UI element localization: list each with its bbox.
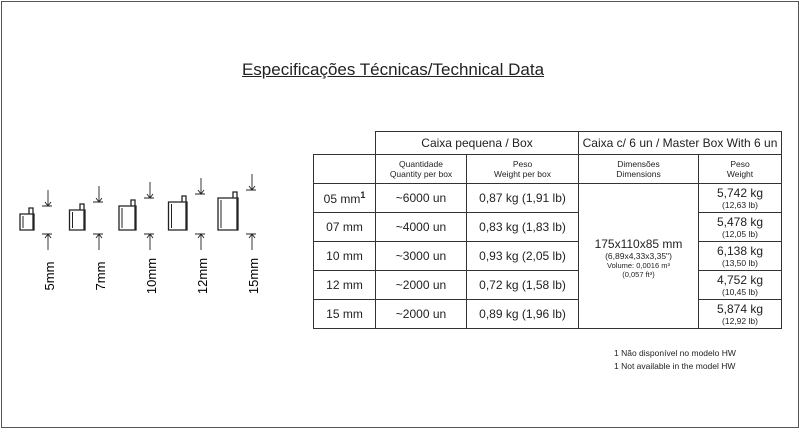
dimensions-in: (6,89x4,33x3,35"): [605, 250, 672, 261]
clip-icon: [68, 203, 86, 231]
quantity-cell: ~3000 un: [375, 241, 467, 271]
table-row: 05 mm1 ~6000 un 0,87 kg (1,91 lb) 175x110x8…: [313, 183, 782, 329]
column-header-line: Weight per box: [493, 169, 551, 179]
quantity-cell: ~4000 un: [375, 212, 467, 242]
master-weight-lb: (12,92 lb): [722, 315, 758, 326]
master-weight: 5,478 kg: [716, 214, 764, 229]
column-header-line: Dimensões: [617, 159, 660, 169]
master-weight-cell: 5,478 kg (12,05 lb): [698, 212, 782, 242]
size-label: 15mm: [246, 258, 261, 294]
spec-table: Caixa pequena / Box Caixa c/ 6 un / Mast…: [313, 131, 782, 329]
footnote: 1 Not available in the model HW: [614, 361, 736, 371]
size-label: 5mm: [42, 262, 57, 291]
clip-icon: [167, 195, 188, 231]
dimension-arrows: [195, 178, 205, 250]
clip-icon: [19, 207, 35, 231]
size-label: 10mm: [144, 258, 159, 294]
quantity-cell: ~2000 un: [375, 299, 467, 329]
column-header: Peso Weight per box: [466, 154, 579, 184]
blank-cell: [314, 132, 376, 155]
blank-cell: [313, 154, 376, 184]
size-cell: 12 mm: [313, 270, 376, 300]
table-row: 07 mm ~4000 un 0,83 kg (1,83 lb) 5,478 kg (1…: [313, 212, 782, 242]
size-cell: 07 mm: [313, 212, 376, 242]
weight-cell: 0,72 kg (1,58 lb): [466, 270, 579, 300]
master-weight-lb: (12,05 lb): [722, 228, 758, 239]
master-weight: 4,752 kg: [716, 272, 764, 287]
master-weight-lb: (12,63 lb): [722, 199, 758, 210]
size: 10 mm: [326, 249, 363, 263]
dimension-arrows: [246, 174, 256, 250]
master-weight-cell: 5,874 kg (12,92 lb): [698, 299, 782, 329]
master-weight-cell: 4,752 kg (10,45 lb): [698, 270, 782, 300]
column-header: Quantidade Quantity per box: [375, 154, 467, 184]
column-header-line: Weight: [726, 169, 754, 179]
group-header: Caixa pequena / Box: [375, 131, 579, 155]
size: 05 mm: [323, 192, 361, 206]
dimension-arrows: [93, 186, 103, 250]
footnote: 1 Não disponível no modelo HW: [614, 348, 736, 358]
master-weight: 5,742 kg: [716, 185, 764, 200]
master-weight-lb: (10,45 lb): [722, 286, 758, 297]
master-weight-cell: 5,742 kg (12,63 lb): [698, 183, 782, 213]
table-row: 12 mm ~2000 un 0,72 kg (1,58 lb) 4,752 kg (1…: [313, 270, 782, 300]
master-weight-lb: (13,50 lb): [722, 257, 758, 268]
group-header: Caixa c/ 6 un / Master Box With 6 un: [578, 131, 782, 155]
size-label: 7mm: [93, 262, 108, 291]
footnotes: 1 Não disponível no modelo HW 1 Not avai…: [614, 347, 736, 373]
column-header: Dimensões Dimensions: [578, 154, 699, 184]
table-row: 15 mm ~2000 un 0,89 kg (1,96 lb) 5,874 kg (1…: [313, 299, 782, 329]
weight-cell: 0,93 kg (2,05 lb): [466, 241, 579, 271]
weight-cell: 0,89 kg (1,96 lb): [466, 299, 579, 329]
column-header: Peso Weight: [698, 154, 782, 184]
size-cell: 15 mm: [313, 299, 376, 329]
quantity-cell: ~2000 un: [375, 270, 467, 300]
size: 07 mm: [326, 220, 363, 234]
weight-cell: 0,83 kg (1,83 lb): [466, 212, 579, 242]
clip-icon: [217, 191, 239, 231]
dimension-arrows: [42, 190, 52, 250]
table-row: 10 mm ~3000 un 0,93 kg (2,05 lb) 6,138 kg (1…: [313, 241, 782, 271]
master-weight: 5,874 kg: [716, 301, 764, 316]
master-weight-cell: 6,138 kg (13,50 lb): [698, 241, 782, 271]
size-label: 12mm: [195, 258, 210, 294]
clip-icon: [118, 199, 137, 231]
column-header-row: Quantidade Quantity per box Peso Weight per…: [313, 154, 782, 184]
size-cell: 10 mm: [313, 241, 376, 271]
column-header-line: Quantity per box: [389, 169, 453, 179]
column-header-line: Peso: [730, 159, 750, 169]
volume: Volume: 0,0016 m³: [607, 260, 670, 270]
size: 12 mm: [326, 278, 363, 292]
column-header-line: Quantidade: [399, 159, 443, 169]
size: 15 mm: [326, 307, 363, 321]
dimension-arrows: [144, 182, 154, 250]
dimensions-cell: 175x110x85 mm (6,89x4,33x3,35") Volume: 0,…: [578, 183, 699, 329]
title: Especificações Técnicas/Technical Data: [241, 60, 545, 79]
master-weight: 6,138 kg: [716, 243, 764, 258]
size-icons: 5mm 7mm 10mm 12mm 15mm: [19, 174, 261, 294]
column-header-line: Dimensions: [616, 169, 661, 179]
quantity-cell: ~6000 un: [375, 183, 467, 213]
note-marker: 1: [360, 190, 366, 200]
volume-ft: (0,057 ft³): [622, 269, 655, 279]
column-header-line: Peso: [512, 159, 533, 169]
weight-cell: 0,87 kg (1,91 lb): [466, 183, 579, 213]
size-cell: 05 mm1: [313, 183, 376, 213]
dimensions-mm: 175x110x85 mm: [594, 236, 683, 251]
